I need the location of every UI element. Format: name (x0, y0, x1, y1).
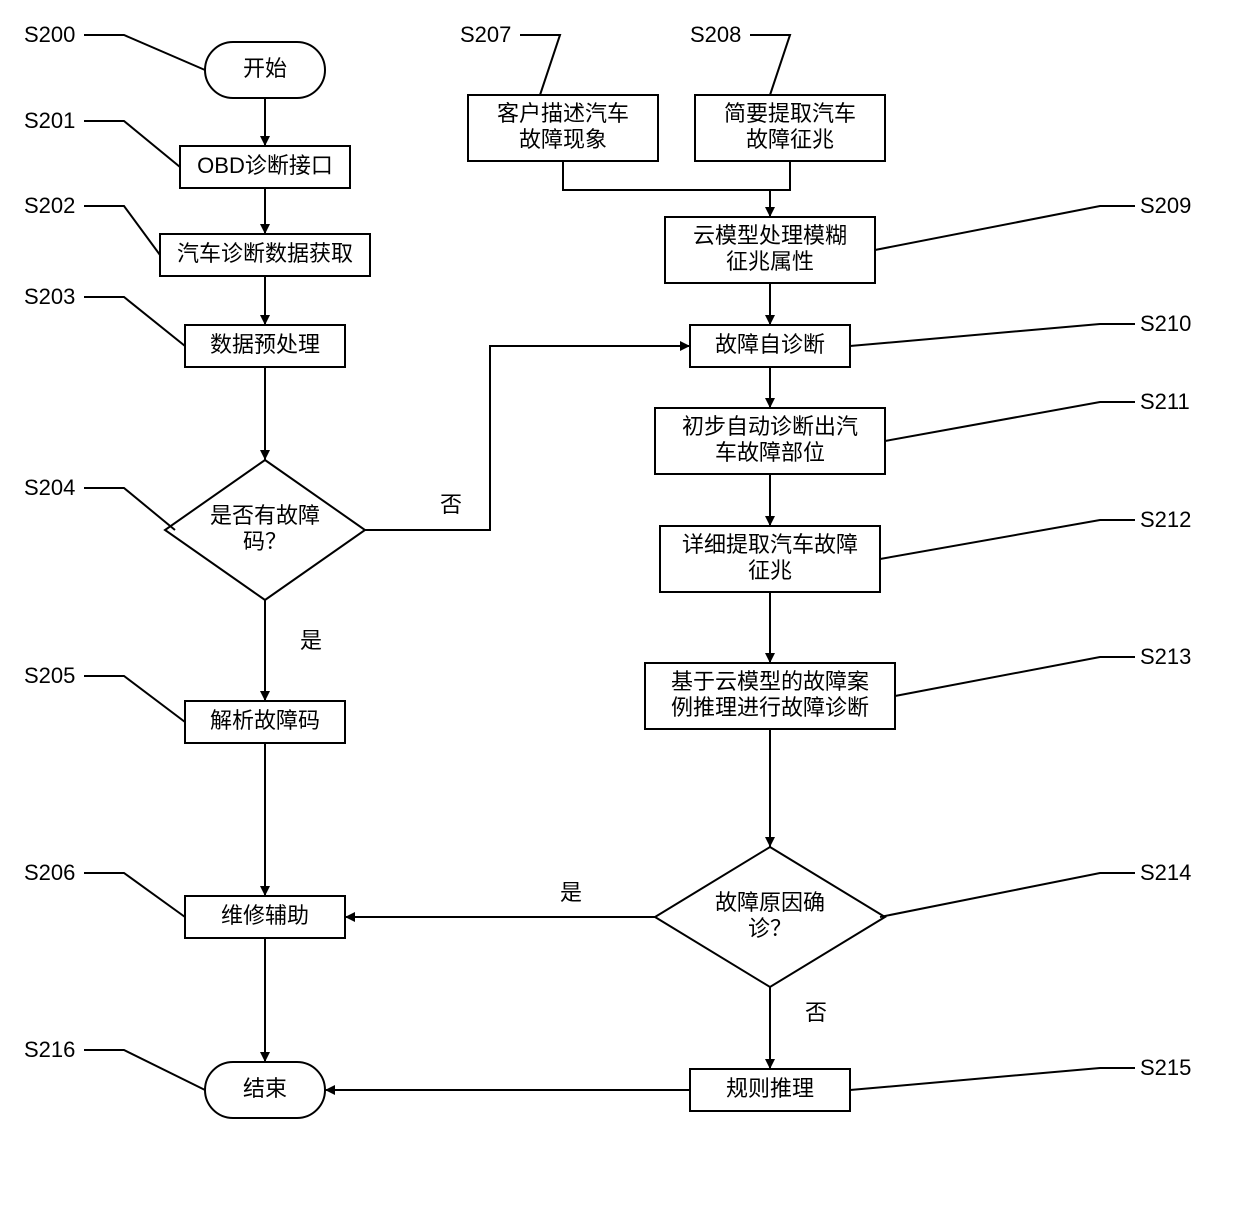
node-label: 云模型处理模糊 (693, 223, 847, 248)
leader-line (84, 35, 205, 70)
node-label: 维修辅助 (221, 903, 309, 928)
node-label: 例推理进行故障诊断 (671, 695, 869, 720)
leader-line (84, 1050, 205, 1090)
node-label: 车故障部位 (715, 440, 825, 465)
step-label: S208 (690, 22, 741, 47)
flow-edge (563, 161, 677, 190)
step-label: S215 (1140, 1055, 1191, 1080)
flowchart-svg: 开始 OBD诊断接口汽车诊断数据获取数据预处理是否有故障码？ 解析故障码维修辅助结束… (0, 0, 1240, 1217)
edge-label: 是 (300, 628, 322, 653)
node-label: 简要提取汽车 (724, 101, 856, 126)
node-label: 初步自动诊断出汽 (682, 414, 858, 439)
node-label: 故障自诊断 (715, 332, 825, 357)
node-label: 客户描述汽车 (497, 101, 629, 126)
edge-label: 是 (560, 880, 582, 905)
node-label: 详细提取汽车故障 (682, 532, 858, 557)
step-label: S205 (24, 663, 75, 688)
leader-line (84, 121, 180, 167)
step-label: S203 (24, 284, 75, 309)
edge-label: 否 (805, 1000, 827, 1025)
node-label: 汽车诊断数据获取 (177, 241, 353, 266)
leader-line (84, 488, 175, 530)
leader-line (84, 297, 185, 346)
step-label: S204 (24, 475, 75, 500)
leader-line (84, 676, 185, 722)
leader-line (850, 324, 1135, 346)
step-label: S207 (460, 22, 511, 47)
flow-edge (677, 190, 770, 217)
node-label: 数据预处理 (210, 332, 320, 357)
node-label: 征兆 (748, 558, 792, 583)
node-label: 开始 (243, 56, 287, 81)
leader-line (880, 520, 1135, 559)
node-label: 码？ (243, 529, 287, 554)
node-label: 故障原因确 (715, 890, 825, 915)
leader-line (880, 873, 1135, 917)
leader-line (885, 402, 1135, 441)
edge-label: 否 (440, 492, 462, 517)
node-label: 故障现象 (519, 127, 607, 152)
step-label: S201 (24, 108, 75, 133)
step-label: S212 (1140, 507, 1191, 532)
step-label: S206 (24, 860, 75, 885)
leader-line (875, 206, 1135, 250)
node-label: OBD诊断接口 (197, 153, 333, 178)
leader-line (850, 1068, 1135, 1090)
step-label: S211 (1140, 389, 1190, 414)
node-label: 征兆属性 (726, 249, 814, 274)
step-label: S209 (1140, 193, 1191, 218)
node-label: 基于云模型的故障案 (671, 669, 869, 694)
leader-line (750, 35, 790, 95)
step-label: S216 (24, 1037, 75, 1062)
step-label: S200 (24, 22, 75, 47)
leader-line (84, 206, 160, 255)
step-label: S213 (1140, 644, 1191, 669)
node-label: 解析故障码 (210, 708, 320, 733)
step-label: S214 (1140, 860, 1191, 885)
step-label: S210 (1140, 311, 1191, 336)
flow-edge (677, 161, 790, 190)
node-label: 规则推理 (726, 1076, 814, 1101)
node-label: 诊？ (748, 916, 792, 941)
step-label: S202 (24, 193, 75, 218)
flow-edge (365, 346, 690, 530)
leader-line (895, 657, 1135, 696)
node-label: 故障征兆 (746, 127, 834, 152)
leader-line (520, 35, 560, 95)
leader-line (84, 873, 185, 917)
node-label: 是否有故障 (210, 503, 320, 528)
node-label: 结束 (243, 1076, 287, 1101)
